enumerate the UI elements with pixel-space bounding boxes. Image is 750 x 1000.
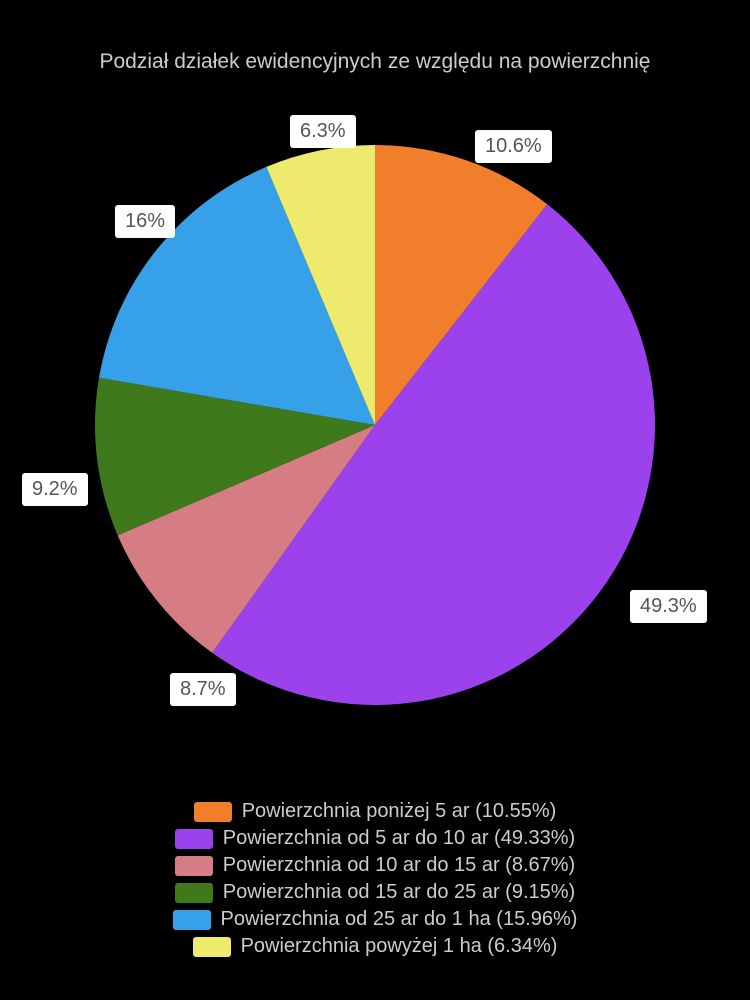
legend-item: Powierzchnia poniżej 5 ar (10.55%) — [194, 800, 557, 823]
legend-label: Powierzchnia powyżej 1 ha (6.34%) — [241, 935, 558, 958]
legend-label: Powierzchnia poniżej 5 ar (10.55%) — [242, 800, 557, 823]
legend-swatch — [175, 856, 213, 876]
slice-label: 8.7% — [170, 673, 236, 706]
legend-item: Powierzchnia powyżej 1 ha (6.34%) — [193, 935, 558, 958]
slice-label: 9.2% — [22, 473, 88, 506]
legend-item: Powierzchnia od 5 ar do 10 ar (49.33%) — [175, 827, 575, 850]
legend-label: Powierzchnia od 25 ar do 1 ha (15.96%) — [221, 908, 578, 931]
slice-label: 10.6% — [475, 130, 552, 163]
slice-label: 6.3% — [290, 115, 356, 148]
legend-swatch — [175, 883, 213, 903]
legend-swatch — [193, 937, 231, 957]
legend: Powierzchnia poniżej 5 ar (10.55%) Powier… — [0, 800, 750, 958]
legend-item: Powierzchnia od 25 ar do 1 ha (15.96%) — [173, 908, 578, 931]
pie-chart-area: 10.6% 49.3% 8.7% 9.2% 16% 6.3% — [0, 100, 750, 750]
legend-item: Powierzchnia od 10 ar do 15 ar (8.67%) — [175, 854, 575, 877]
legend-swatch — [175, 829, 213, 849]
legend-item: Powierzchnia od 15 ar do 25 ar (9.15%) — [175, 881, 575, 904]
legend-label: Powierzchnia od 5 ar do 10 ar (49.33%) — [223, 827, 575, 850]
legend-label: Powierzchnia od 15 ar do 25 ar (9.15%) — [223, 881, 575, 904]
chart-title: Podział działek ewidencyjnych ze względu… — [0, 50, 750, 74]
legend-swatch — [173, 910, 211, 930]
slice-label: 16% — [115, 205, 175, 238]
legend-swatch — [194, 802, 232, 822]
slice-label: 49.3% — [630, 590, 707, 623]
legend-label: Powierzchnia od 10 ar do 15 ar (8.67%) — [223, 854, 575, 877]
pie-chart-svg — [0, 100, 750, 750]
